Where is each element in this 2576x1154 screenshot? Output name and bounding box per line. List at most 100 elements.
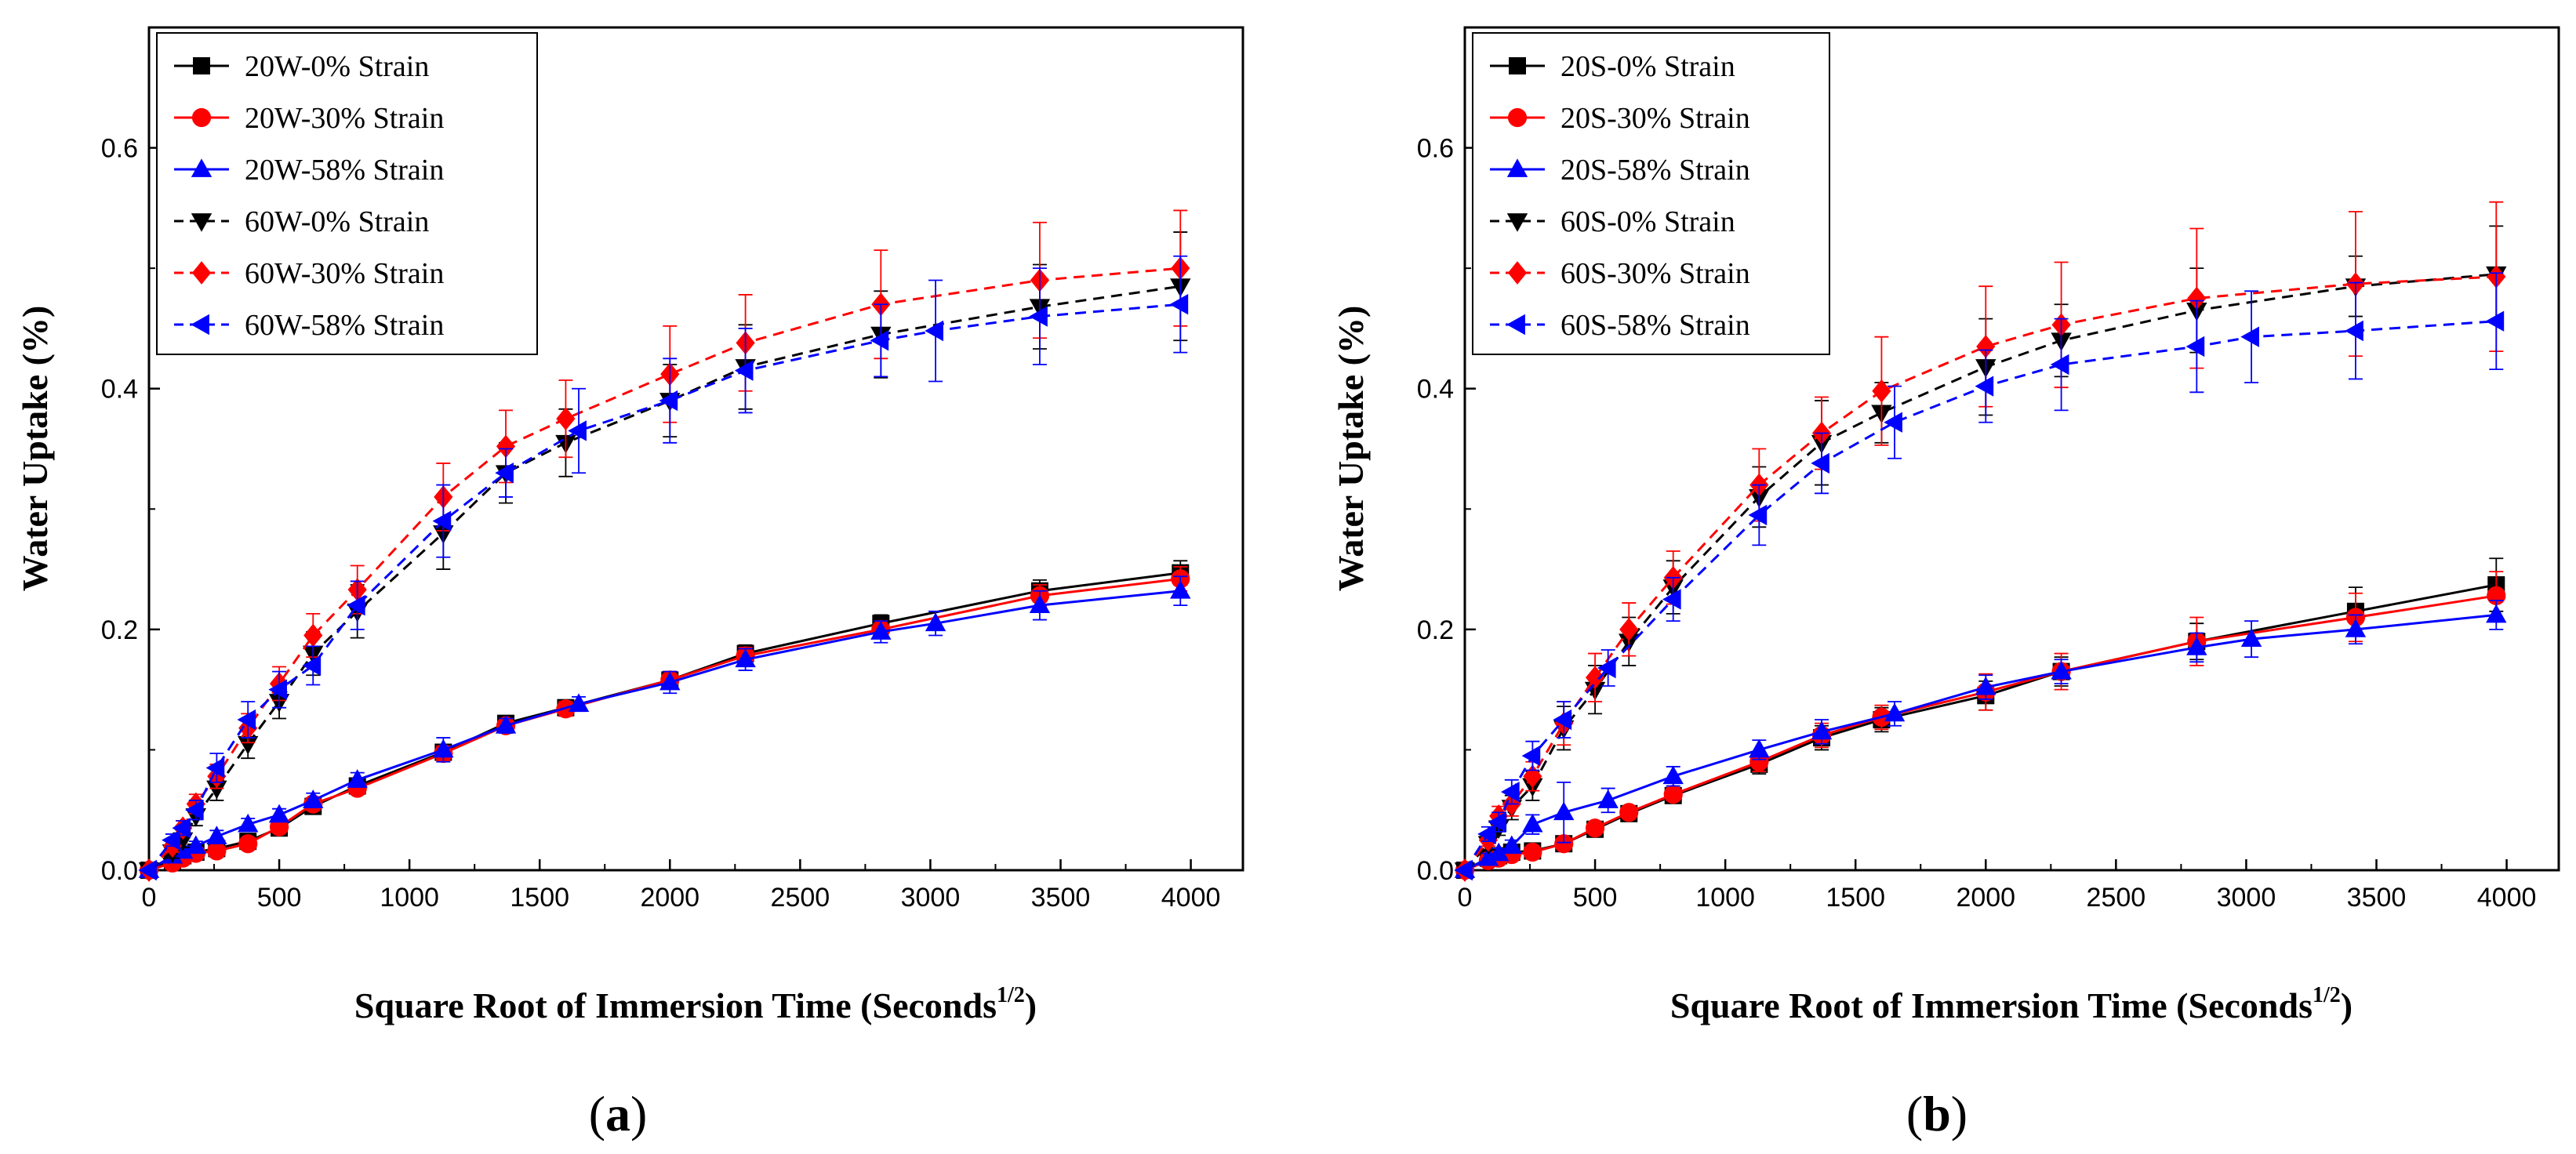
y-tick-label: 0.6 — [1417, 134, 1454, 164]
plot-frame-a — [147, 26, 1244, 872]
data-point — [1501, 781, 1520, 803]
legend-label: 60W-58% Strain — [245, 309, 444, 342]
data-point — [1663, 785, 1683, 804]
x-tick-label: 3500 — [2347, 883, 2407, 913]
legend-label: 20S-30% Strain — [1560, 102, 1750, 135]
data-point — [870, 621, 892, 640]
legend-marker — [1507, 261, 1528, 285]
x-tick-label: 3500 — [1031, 883, 1091, 913]
data-point — [268, 679, 287, 700]
axis-ticks-a: 0 500 1000 1500 2000 2500 3000 3500 4000 0.0 0.2 0.… — [101, 27, 1221, 913]
x-tick-label: 4000 — [2477, 883, 2537, 913]
x-tick-label: 500 — [1573, 883, 1618, 913]
data-point — [206, 780, 227, 800]
data-point — [1597, 657, 1616, 679]
data-point — [1749, 738, 1770, 758]
data-point — [2485, 310, 2505, 332]
legend-marker — [191, 107, 212, 128]
legend-label: 60W-30% Strain — [245, 257, 444, 290]
x-axis-title-a: Square Root of Immersion Time (Seconds1/… — [354, 983, 1037, 1025]
data-point — [556, 407, 576, 430]
data-point — [1975, 376, 1994, 397]
legend-a: 20W-0% Strain 20W-30% Strain 20W-58% Strai… — [156, 32, 538, 355]
panel-label-b: (b) — [1906, 1086, 1967, 1141]
series-line — [1464, 594, 2497, 872]
legend-entry: 20W-30% Strain — [174, 102, 444, 135]
series-20w-58-strain — [138, 575, 1191, 878]
data-point — [347, 769, 368, 788]
series-20s-58-strain — [1454, 600, 2507, 878]
data-point — [268, 804, 290, 823]
data-point — [1975, 676, 1996, 695]
data-point — [568, 420, 587, 441]
data-point — [496, 434, 516, 459]
x-tick-label: 1500 — [1826, 883, 1885, 913]
data-point — [870, 330, 889, 351]
data-point — [1884, 702, 1906, 722]
x-axis-title-b: Square Root of Immersion Time (Seconds1/… — [1670, 983, 2353, 1025]
y-tick-label: 0.4 — [101, 375, 138, 405]
data-point — [1477, 823, 1496, 845]
series-line — [1464, 613, 2497, 872]
legend-label: 20W-58% Strain — [245, 154, 444, 187]
data-point — [735, 648, 756, 668]
data-point — [185, 835, 206, 855]
legend-label: 60S-58% Strain — [1560, 309, 1750, 342]
data-point — [207, 841, 227, 861]
data-point — [238, 735, 259, 755]
x-tick-label: 2000 — [640, 883, 699, 913]
legend-label: 60W-0% Strain — [245, 205, 429, 238]
x-tick-label: 2500 — [2087, 883, 2146, 913]
legend-marker — [1507, 107, 1528, 128]
series-60s-58-strain — [1454, 272, 2505, 881]
data-point — [2345, 320, 2363, 342]
legend-label: 60S-0% Strain — [1560, 205, 1735, 238]
data-point — [2185, 336, 2205, 357]
x-tick-label: 4000 — [1161, 883, 1221, 913]
legend-entry: 60W-0% Strain — [174, 205, 429, 238]
data-point — [734, 360, 754, 381]
chart-panel-b: 0 500 1000 1500 2000 2500 3000 3500 4000 0.0 0.2 0.… — [1331, 26, 2560, 1141]
legend-label: 20S-58% Strain — [1560, 154, 1750, 187]
legend-entry: 20W-58% Strain — [174, 154, 444, 187]
legend-marker — [1506, 213, 1528, 232]
data-point — [1169, 294, 1189, 315]
data-point — [1748, 504, 1768, 526]
x-tick-label: 0 — [142, 883, 157, 913]
data-point — [302, 655, 322, 677]
data-point — [1585, 818, 1605, 838]
data-point — [2240, 628, 2262, 648]
y-axis-title-a: Water Uptake (%) — [15, 306, 55, 592]
data-point — [303, 623, 323, 648]
legend-marker — [191, 158, 213, 177]
data-point — [1662, 589, 1681, 610]
legend-b: 20S-0% Strain 20S-30% Strain 20S-58% Strai… — [1472, 32, 1830, 355]
data-point — [205, 757, 225, 778]
y-tick-label: 0.4 — [1417, 375, 1454, 405]
data-point — [1523, 842, 1542, 862]
legend-marker — [1509, 57, 1526, 74]
data-point — [495, 463, 514, 484]
data-point — [346, 594, 365, 616]
data-point — [1811, 720, 1833, 740]
data-point — [2186, 637, 2207, 655]
plot-frame-b — [1463, 26, 2560, 872]
legend-entry: 20S-30% Strain — [1490, 102, 1750, 135]
legend-entry: 60W-30% Strain — [174, 257, 444, 290]
data-point — [1488, 842, 1510, 862]
series-20s-30-strain — [1455, 571, 2506, 880]
data-point — [2050, 354, 2069, 376]
data-point — [495, 714, 517, 734]
data-point — [238, 834, 258, 854]
data-point — [162, 829, 180, 851]
data-point — [237, 709, 256, 731]
series-line — [148, 590, 1181, 872]
data-point — [172, 818, 191, 839]
legend-entry: 20S-58% Strain — [1490, 154, 1750, 187]
series-60w-58-strain — [138, 255, 1189, 881]
data-point — [1597, 789, 1619, 808]
series-layer-b — [1454, 201, 2507, 882]
y-tick-label: 0.0 — [1417, 856, 1454, 886]
x-tick-label: 1500 — [510, 883, 569, 913]
